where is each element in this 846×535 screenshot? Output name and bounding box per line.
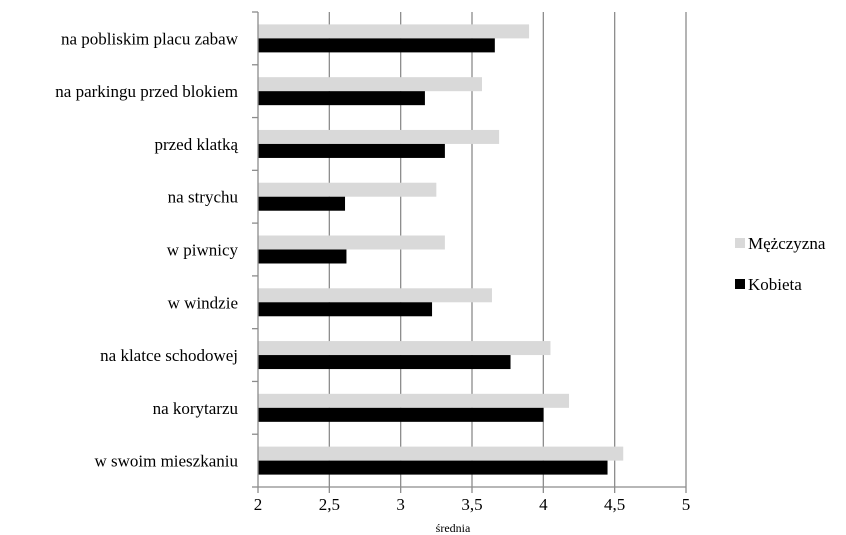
category-label: na parkingu przed blokiem	[55, 82, 238, 101]
x-tick-label: 4,5	[604, 495, 625, 514]
bar-mezczyzna	[258, 77, 482, 92]
bar-mezczyzna	[258, 446, 624, 461]
legend-swatch	[735, 238, 745, 248]
legend-label: Kobieta	[748, 275, 802, 294]
bar-mezczyzna	[258, 235, 445, 250]
x-tick-label: 5	[682, 495, 691, 514]
x-tick-label: 3	[396, 495, 405, 514]
bar-mezczyzna	[258, 341, 551, 356]
bar-kobieta	[258, 460, 608, 475]
legend: Mężczyzna Kobieta	[735, 234, 826, 294]
category-label: w piwnicy	[167, 241, 239, 260]
x-tick-label: 2,5	[319, 495, 340, 514]
legend-swatch	[735, 279, 745, 289]
bar-mezczyzna	[258, 288, 492, 303]
category-label: na klatce schodowej	[100, 346, 238, 365]
bar-mezczyzna	[258, 129, 500, 144]
bar-mezczyzna	[258, 393, 570, 408]
category-label: w windzie	[168, 293, 238, 312]
bar-kobieta	[258, 196, 346, 211]
x-tick-labels: 2 2,5 3 3,5 4 4,5 5	[254, 495, 691, 514]
legend-label: Mężczyzna	[748, 234, 826, 253]
x-axis-title: średnia	[436, 521, 471, 535]
bar-mezczyzna	[258, 182, 437, 197]
category-label: na korytarzu	[153, 399, 239, 418]
x-tick-label: 4	[539, 495, 548, 514]
legend-item: Mężczyzna	[735, 234, 826, 253]
bar-kobieta	[258, 355, 511, 370]
bar-kobieta	[258, 91, 425, 106]
category-label: na pobliskim placu zabaw	[61, 29, 239, 48]
bar-kobieta	[258, 38, 495, 53]
category-label: w swoim mieszkaniu	[94, 452, 238, 471]
category-label: przed klatką	[154, 135, 238, 154]
bar-mezczyzna	[258, 24, 530, 39]
bar-kobieta	[258, 143, 445, 158]
bar-kobieta	[258, 302, 433, 317]
bar-kobieta	[258, 407, 544, 422]
legend-item: Kobieta	[735, 275, 802, 294]
axes	[252, 11, 687, 493]
bar-kobieta	[258, 249, 347, 264]
x-tick-label: 2	[254, 495, 263, 514]
category-labels: na pobliskim placu zabaw na parkingu prze…	[55, 29, 238, 470]
bars	[258, 24, 624, 475]
x-tick-label: 3,5	[461, 495, 482, 514]
category-label: na strychu	[168, 188, 239, 207]
